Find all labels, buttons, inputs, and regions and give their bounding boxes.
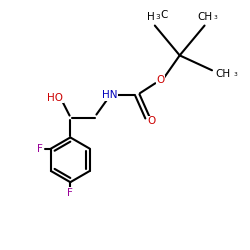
Text: $_3$C: $_3$C: [155, 8, 168, 22]
Text: O: O: [156, 75, 164, 85]
Text: CH: CH: [215, 69, 230, 79]
Text: $_3$: $_3$: [213, 13, 218, 22]
Text: F: F: [67, 188, 73, 198]
Text: HO: HO: [48, 93, 64, 103]
Text: CH: CH: [197, 12, 212, 22]
Text: H: H: [147, 12, 155, 22]
Text: $_3$: $_3$: [233, 70, 238, 78]
Text: O: O: [148, 116, 156, 126]
Text: F: F: [37, 144, 43, 154]
Text: HN: HN: [102, 90, 118, 100]
